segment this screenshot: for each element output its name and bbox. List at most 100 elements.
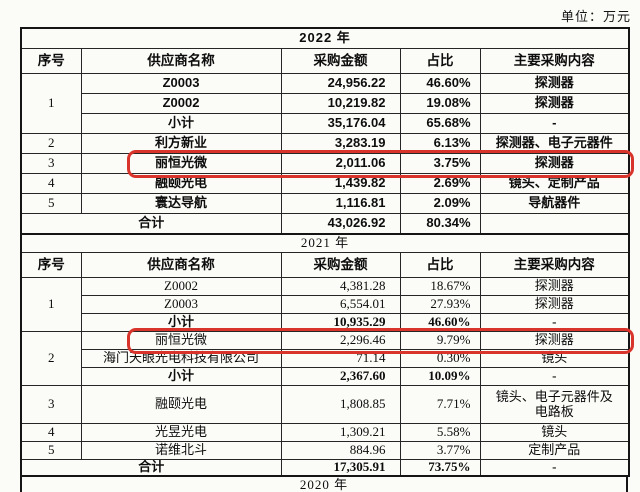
table-row: 合计 43,026.92 80.34% <box>20 213 630 235</box>
content-cell: 导航器件 <box>479 193 630 214</box>
ratio-cell: 46.60% <box>399 313 481 332</box>
ratio-cell: 2.69% <box>399 173 481 194</box>
header-cell-3: 占比 <box>399 252 481 278</box>
supplier-cell: 融颐光电 <box>80 385 282 424</box>
ratio-cell: 9.79% <box>399 331 481 350</box>
amount-cell: 43,026.92 <box>280 213 401 235</box>
header-cell-1: 供应商名称 <box>80 252 282 278</box>
amount-cell: 24,956.22 <box>280 73 401 94</box>
table-year-title: 2020 年 <box>20 475 628 492</box>
ratio-cell: 10.09% <box>399 367 481 386</box>
supplier-cell: 小计 <box>80 367 282 386</box>
table-row: 1 Z0002 4,381.28 18.67% 探测器 <box>20 277 630 332</box>
content-cell: - <box>479 113 630 134</box>
supplier-cell: 小计 <box>80 313 282 332</box>
ratio-cell: 80.34% <box>399 213 481 235</box>
content-cell: 探测器 <box>479 153 630 174</box>
table-row: 3 丽恒光微 2,011.06 3.75% 探测器 <box>20 153 630 174</box>
supplier-cell: 小计 <box>80 113 282 134</box>
supplier-cell: 丽恒光微 <box>80 331 282 350</box>
amount-cell: 3,283.19 <box>280 133 401 154</box>
content-cell: 探测器 <box>479 331 630 350</box>
seq-cell: 5 <box>20 441 82 460</box>
table-row: 2 利方新业 3,283.19 6.13% 探测器、电子元器件 <box>20 133 630 154</box>
ratio-cell: 3.75% <box>399 153 481 174</box>
table-row: 3 融颐光电 1,808.85 7.71% 镜头、电子元器件及电路板 <box>20 385 630 424</box>
table-header-row: 序号 供应商名称 采购金额 占比 主要采购内容 <box>20 252 630 278</box>
supplier-cell: 诺维北斗 <box>80 441 282 460</box>
ratio-cell: 65.68% <box>399 113 481 134</box>
seq-cell: 1 <box>20 73 82 134</box>
content-cell: 镜头、定制产品 <box>479 173 630 194</box>
content-cell: 镜头 <box>479 349 630 368</box>
amount-cell: 884.96 <box>280 441 401 460</box>
amount-cell: 10,935.29 <box>280 313 401 332</box>
table-row: Z0002 10,219.82 19.08% 探测器 <box>21 93 630 114</box>
amount-cell: 1,116.81 <box>280 193 401 214</box>
seq-cell: 3 <box>20 153 82 174</box>
unit-label: 单位：万元 <box>560 9 631 24</box>
amount-cell: 17,305.91 <box>280 458 401 477</box>
total-label-cell: 合计 <box>20 213 282 235</box>
seq-cell: 2 <box>20 331 82 386</box>
amount-cell: 2,367.60 <box>280 367 401 386</box>
supplier-table-next-partial: 2020 年 <box>20 474 628 492</box>
content-cell: - <box>479 458 630 477</box>
content-cell: 镜头、电子元器件及电路板 <box>479 385 630 424</box>
table-header-row: 序号 供应商名称 采购金额 占比 主要采购内容 <box>20 48 630 74</box>
header-cell-0: 序号 <box>20 48 82 74</box>
ratio-cell: 6.13% <box>399 133 481 154</box>
ratio-cell: 5.58% <box>399 423 481 442</box>
header-cell-1: 供应商名称 <box>80 48 282 74</box>
content-cell: - <box>479 313 630 332</box>
table-year-title: 2021 年 <box>20 233 630 253</box>
amount-cell: 71.14 <box>280 349 401 368</box>
supplier-cell: 寰达导航 <box>80 193 282 214</box>
supplier-cell: 丽恒光微 <box>80 153 282 174</box>
amount-cell: 4,381.28 <box>280 277 401 296</box>
table-row: 小计 2,367.60 10.09% - <box>21 367 630 386</box>
seq-cell: 4 <box>20 423 82 442</box>
table-title-row: 2021 年 <box>20 233 630 253</box>
supplier-cell: Z0003 <box>80 295 282 314</box>
amount-cell: 10,219.82 <box>280 93 401 114</box>
content-cell: 探测器 <box>479 277 630 296</box>
table-row: 4 光昱光电 1,309.21 5.58% 镜头 <box>20 423 630 442</box>
table-row: 5 寰达导航 1,116.81 2.09% 导航器件 <box>20 193 630 214</box>
supplier-cell: 光昱光电 <box>80 423 282 442</box>
ratio-cell: 0.30% <box>399 349 481 368</box>
supplier-table-2021: 2021 年序号 供应商名称 采购金额 占比 主要采购内容 1 Z0002 4,381.28 1… <box>20 233 631 477</box>
ratio-cell: 73.75% <box>399 458 481 477</box>
table-row: 5 诺维北斗 884.96 3.77% 定制产品 <box>20 441 630 460</box>
ratio-cell: 46.60% <box>399 73 481 94</box>
header-cell-2: 采购金额 <box>280 48 401 74</box>
seq-cell: 1 <box>20 277 82 332</box>
supplier-cell: 融颐光电 <box>80 173 282 194</box>
content-cell <box>479 213 630 235</box>
table-row: 2 丽恒光微 2,296.46 9.79% 探测器 <box>20 331 630 386</box>
supplier-cell: 利方新业 <box>80 133 282 154</box>
ratio-cell: 19.08% <box>399 93 481 114</box>
header-cell-3: 占比 <box>399 48 481 74</box>
seq-cell: 5 <box>20 193 82 214</box>
supplier-cell: Z0002 <box>80 93 282 114</box>
seq-cell: 2 <box>20 133 82 154</box>
ratio-cell: 3.77% <box>399 441 481 460</box>
amount-cell: 35,176.04 <box>280 113 401 134</box>
total-label-cell: 合计 <box>20 458 282 477</box>
content-cell: 探测器 <box>479 295 630 314</box>
content-cell: 探测器、电子元器件 <box>479 133 630 154</box>
table-row: 4 融颐光电 1,439.82 2.69% 镜头、定制产品 <box>20 173 630 194</box>
ratio-cell: 7.71% <box>399 385 481 424</box>
header-cell-4: 主要采购内容 <box>479 252 630 278</box>
header-cell-4: 主要采购内容 <box>479 48 630 74</box>
amount-cell: 1,309.21 <box>280 423 401 442</box>
header-cell-0: 序号 <box>20 252 82 278</box>
tables-container: 2022 年序号 供应商名称 采购金额 占比 主要采购内容 1 Z0003 24,956.22… <box>20 27 631 492</box>
supplier-cell: Z0003 <box>80 73 282 94</box>
amount-cell: 1,808.85 <box>280 385 401 424</box>
amount-cell: 2,011.06 <box>280 153 401 174</box>
content-cell: - <box>479 367 630 386</box>
content-cell: 探测器 <box>479 73 630 94</box>
